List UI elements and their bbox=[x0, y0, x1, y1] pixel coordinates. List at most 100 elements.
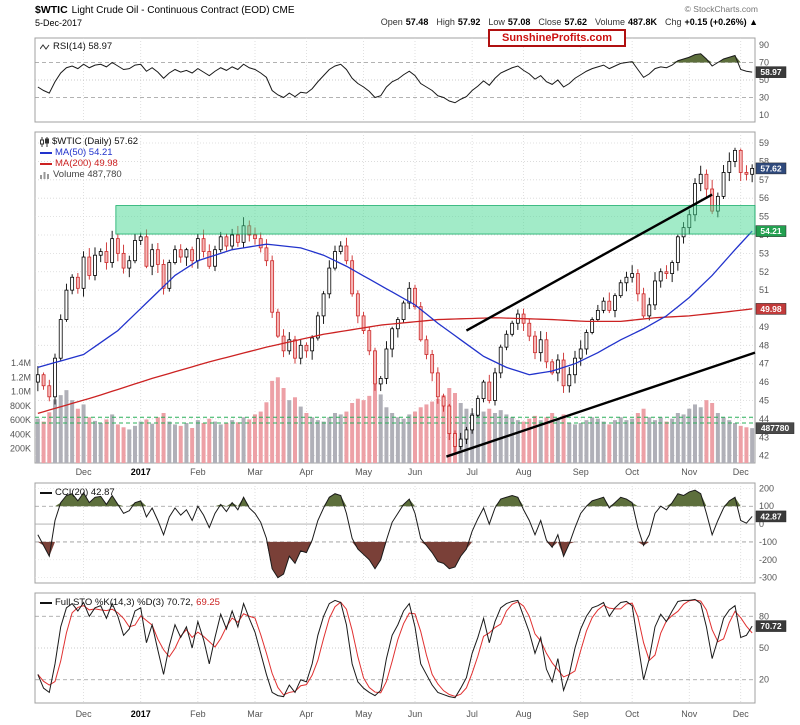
cci-high-fill bbox=[37, 490, 753, 507]
sto-ytick: 80 bbox=[759, 611, 769, 621]
cci-swatch-icon bbox=[40, 491, 52, 494]
volume-ytick: 1.2M bbox=[11, 372, 31, 382]
month-label: Dec bbox=[733, 467, 750, 477]
month-label: 2017 bbox=[131, 709, 151, 719]
sto-ytick: 50 bbox=[759, 643, 769, 653]
svg-text:487780: 487780 bbox=[761, 423, 790, 433]
quote-row: Open 57.48 High 57.92 Low 57.08 Close 57.62 Volu… bbox=[373, 17, 758, 27]
month-label: Jun bbox=[408, 709, 423, 719]
month-label: Mar bbox=[247, 467, 263, 477]
axis-value-box: 49.98 bbox=[755, 303, 787, 315]
svg-text:57.62: 57.62 bbox=[760, 163, 782, 173]
chart-title: Light Crude Oil - Continuous Contract (E… bbox=[71, 5, 295, 16]
ma200-line bbox=[37, 308, 753, 414]
month-label: Aug bbox=[516, 709, 532, 719]
trendline bbox=[446, 351, 756, 458]
volume-ytick: 600K bbox=[10, 415, 31, 425]
rsi-ytick: 70 bbox=[759, 58, 769, 68]
price-ytick: 43 bbox=[759, 432, 769, 442]
price-ytick: 57 bbox=[759, 175, 769, 185]
price-ytick: 47 bbox=[759, 359, 769, 369]
month-label: Jul bbox=[466, 467, 478, 477]
trendline bbox=[465, 193, 713, 332]
month-label: Aug bbox=[516, 467, 532, 477]
quote-value: 57.08 bbox=[507, 17, 531, 27]
cci-line bbox=[37, 489, 753, 579]
sto-legend: Full STO %K(14,3) %D(3) 70.72, 69.25 bbox=[40, 597, 220, 608]
cci-ytick: -200 bbox=[759, 555, 777, 565]
volume-bars-icon bbox=[40, 172, 49, 179]
cci-panel bbox=[34, 482, 756, 584]
cci-legend: CCI(20) 42.87 bbox=[40, 487, 115, 498]
quote-label: Volume bbox=[594, 17, 625, 27]
month-label: Sep bbox=[573, 467, 589, 477]
price-ytick: 58 bbox=[759, 156, 769, 166]
copyright: © StockCharts.com bbox=[684, 4, 758, 14]
month-label: 2017 bbox=[131, 467, 151, 477]
svg-text:58.97: 58.97 bbox=[760, 67, 782, 77]
month-label: Nov bbox=[681, 467, 698, 477]
month-label: Dec bbox=[76, 467, 93, 477]
month-label: Oct bbox=[625, 467, 640, 477]
rsi-line bbox=[37, 53, 753, 104]
sto-d-value: 69.25 bbox=[196, 597, 220, 608]
sto-k-line bbox=[37, 598, 753, 699]
ma200-legend-label: MA(200) 49.98 bbox=[55, 158, 118, 169]
price-ytick: 55 bbox=[759, 212, 769, 222]
axis-value-box: 42.87 bbox=[755, 510, 787, 523]
price-ytick: 46 bbox=[759, 377, 769, 387]
price-ytick: 51 bbox=[759, 285, 769, 295]
month-label: Nov bbox=[681, 709, 698, 719]
quote-value: 57.92 bbox=[457, 17, 481, 27]
price-ytick: 56 bbox=[759, 193, 769, 203]
cci-legend-label: CCI(20) 42.87 bbox=[55, 487, 115, 498]
price-ytick: 59 bbox=[759, 138, 769, 148]
month-label: Feb bbox=[190, 467, 206, 477]
month-label: Jun bbox=[408, 467, 423, 477]
svg-text:54.21: 54.21 bbox=[760, 226, 782, 236]
month-label: Mar bbox=[247, 709, 263, 719]
month-label: Apr bbox=[299, 467, 313, 477]
ma200-swatch-icon bbox=[40, 162, 52, 165]
quote-label: High bbox=[436, 17, 455, 27]
axis-value-box: 487780 bbox=[755, 422, 795, 434]
axis-value-box: 54.21 bbox=[755, 225, 787, 237]
month-label: Oct bbox=[625, 709, 640, 719]
month-label: Apr bbox=[299, 709, 313, 719]
header-title-row: $WTIC Light Crude Oil - Continuous Contra… bbox=[35, 4, 295, 16]
quote-value: 57.48 bbox=[405, 17, 429, 27]
sto-legend-label: Full STO %K(14,3) %D(3) 70.72, bbox=[55, 597, 194, 608]
quote-label: Chg bbox=[665, 17, 682, 27]
svg-text:70.72: 70.72 bbox=[760, 621, 782, 631]
ma50-legend-label: MA(50) 54.21 bbox=[55, 147, 113, 158]
rsi-legend-label: RSI(14) 58.97 bbox=[53, 41, 113, 52]
cci-ytick: 100 bbox=[759, 501, 774, 511]
ma50-swatch-icon bbox=[40, 151, 52, 154]
chart-date: 5-Dec-2017 bbox=[35, 18, 83, 28]
volume-ytick: 800K bbox=[10, 401, 31, 411]
quote-value: +0.15 (+0.26%) ▲ bbox=[684, 17, 758, 27]
axis-value-box: 57.62 bbox=[755, 162, 787, 175]
zigzag-icon bbox=[40, 43, 50, 50]
price-ytick: 48 bbox=[759, 340, 769, 350]
candlesticks bbox=[35, 147, 755, 454]
volume-ytick: 200K bbox=[10, 444, 31, 454]
svg-text:42.87: 42.87 bbox=[760, 511, 782, 521]
price-legend-label: $WTIC (Daily) 57.62 bbox=[52, 136, 139, 147]
quote-label: Low bbox=[488, 17, 505, 27]
rsi-legend: RSI(14) 58.97 bbox=[40, 41, 112, 52]
month-label: Dec bbox=[733, 709, 750, 719]
month-label: Sep bbox=[573, 709, 589, 719]
rsi-ytick: 90 bbox=[759, 40, 769, 50]
month-label: May bbox=[355, 709, 373, 719]
month-label: Dec bbox=[76, 709, 93, 719]
axis-value-box: 70.72 bbox=[755, 620, 787, 632]
price-ytick: 45 bbox=[759, 395, 769, 405]
price-ytick: 42 bbox=[759, 451, 769, 461]
price-panel bbox=[34, 131, 756, 464]
svg-text:49.98: 49.98 bbox=[760, 304, 782, 314]
sunshineprofits-watermark: SunshineProfits.com bbox=[488, 29, 627, 47]
support-zone bbox=[115, 205, 756, 235]
